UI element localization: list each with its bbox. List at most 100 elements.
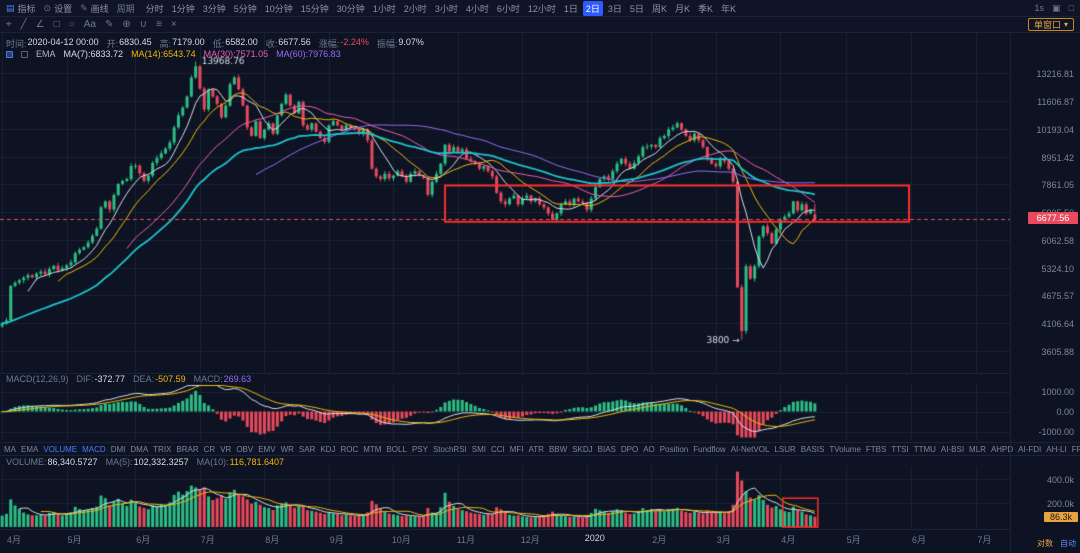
timeframe-6小时[interactable]: 6小时: [496, 3, 520, 14]
price-axis[interactable]: 6677.56 86.3k 对数 自动 13216.81 11606.87 1019…: [1010, 33, 1080, 553]
indicator-tab-PSY[interactable]: PSY: [411, 444, 428, 454]
indicator-tab-Fundflow[interactable]: Fundflow: [693, 444, 726, 454]
auto-scale-toggle[interactable]: 自动: [1060, 539, 1076, 548]
indicator-tab-BOLL[interactable]: BOLL: [386, 444, 407, 454]
timeframe-12小时[interactable]: 12小时: [527, 3, 556, 14]
time-axis[interactable]: 4月 5月 6月 7月 8月 9月 10月 11月 12月 2020 2月 3月 4月 5月 6月 7月: [0, 529, 1010, 547]
indicator-tab-CCI[interactable]: CCI: [490, 444, 505, 454]
timeframe-月K[interactable]: 月K: [674, 3, 690, 14]
indicator-tab-EMA[interactable]: EMA: [21, 444, 39, 454]
indicator-tab-AI-NetVOL[interactable]: AI-NetVOL: [730, 444, 770, 454]
indicator-tab-WR[interactable]: WR: [280, 444, 294, 454]
indicator-tab-MA[interactable]: MA: [4, 444, 16, 454]
camera-icon[interactable]: ▣: [1052, 2, 1061, 13]
indicator-tab-AH-LI[interactable]: AH-LI: [1046, 444, 1067, 454]
indicator-tab-SMI[interactable]: SMI: [471, 444, 486, 454]
macd-canvas[interactable]: [0, 383, 1010, 440]
indicator-tab-MTM[interactable]: MTM: [363, 444, 382, 454]
timeframe-15分钟[interactable]: 15分钟: [300, 3, 329, 14]
crosshair-tool-icon[interactable]: ⌖: [6, 18, 12, 30]
timeframe-4小时[interactable]: 4小时: [465, 3, 489, 14]
volume-info-bar: VOLUME: 86,340.5727 MA(5): 102,332.3257 MA…: [6, 457, 284, 467]
indicator-tab-StochRSI[interactable]: StochRSI: [432, 444, 467, 454]
indicator-tab-AHPD[interactable]: AHPD: [990, 444, 1014, 454]
indicator-tab-TRIX[interactable]: TRIX: [153, 444, 172, 454]
indicator-tab-BRAR[interactable]: BRAR: [176, 444, 199, 454]
indicator-tab-TTMU[interactable]: TTMU: [913, 444, 936, 454]
indicator-tab-MLR[interactable]: MLR: [969, 444, 986, 454]
timeframe-季K[interactable]: 季K: [697, 3, 713, 14]
indicator-tab-BBW[interactable]: BBW: [548, 444, 568, 454]
settings-button[interactable]: ⊙ 设置: [44, 2, 73, 15]
indicator-tab-MFI[interactable]: MFI: [509, 444, 524, 454]
window-mode-dropdown[interactable]: 单窗口 ▾: [1027, 18, 1074, 31]
pencil-tool-icon[interactable]: ✎: [104, 18, 114, 30]
legend-eye-icon[interactable]: [6, 50, 13, 58]
draw-button[interactable]: ✎ 画线: [80, 2, 109, 15]
timeframe-5日[interactable]: 5日: [629, 3, 644, 14]
trend-line-tool-icon[interactable]: ╱: [20, 18, 27, 30]
fullscreen-icon[interactable]: □: [1068, 3, 1074, 13]
indicator-tab-Position[interactable]: Position: [659, 444, 689, 454]
timeframe-5分钟[interactable]: 5分钟: [233, 3, 257, 14]
timeframe-1分钟[interactable]: 1分钟: [171, 3, 195, 14]
indicator-tab-CR[interactable]: CR: [203, 444, 216, 454]
indicator-tab-DPO[interactable]: DPO: [620, 444, 639, 454]
timeframe-分时[interactable]: 分时: [145, 3, 164, 14]
indicator-tab-AI-BSI[interactable]: AI-BSI: [940, 444, 965, 454]
indicator-tab-DMA[interactable]: DMA: [130, 444, 149, 454]
indicator-tab-TVolume[interactable]: TVolume: [829, 444, 861, 454]
x-axis-label: 2020: [584, 533, 605, 543]
list-tool-icon[interactable]: ≡: [156, 18, 162, 30]
legend-settings-icon[interactable]: [21, 50, 28, 58]
volume-axis-label: 400.0k: [1046, 474, 1074, 485]
indicator-tab-DMI[interactable]: DMI: [110, 444, 126, 454]
indicator-tab-BASIS[interactable]: BASIS: [800, 444, 825, 454]
timeframe-1日[interactable]: 1日: [563, 3, 578, 14]
x-axis-label: 2月: [652, 535, 667, 545]
timeframe-3小时[interactable]: 3小时: [434, 3, 458, 14]
indicator-tab-OBV[interactable]: OBV: [236, 444, 254, 454]
indicator-tab-AI-FDI[interactable]: AI-FDI: [1018, 444, 1042, 454]
x-axis-label: 11月: [456, 535, 475, 545]
scale-controls: 对数 自动: [1037, 538, 1076, 549]
indicator-tab-FR[interactable]: FR: [1071, 444, 1080, 454]
indicator-tab-LSUR[interactable]: LSUR: [774, 444, 796, 454]
delete-tool-icon[interactable]: ×: [170, 18, 177, 30]
timeframe-2日[interactable]: 2日: [582, 0, 603, 16]
volume-canvas[interactable]: [0, 466, 1010, 528]
indicator-tab-SKDJ[interactable]: SKDJ: [572, 444, 593, 454]
timeframe-30分钟[interactable]: 30分钟: [336, 3, 365, 14]
indicator-tab-VOLUME[interactable]: VOLUME: [43, 444, 78, 454]
indicator-tab-AO[interactable]: AO: [643, 444, 655, 454]
indicator-tab-MACD[interactable]: MACD: [82, 444, 106, 454]
x-axis-label: 4月: [781, 535, 796, 545]
log-scale-toggle[interactable]: 对数: [1037, 539, 1053, 548]
timeframe-年K[interactable]: 年K: [720, 3, 736, 14]
timeframe-3日[interactable]: 3日: [607, 3, 622, 14]
indicator-tab-VR[interactable]: VR: [220, 444, 232, 454]
indicator-tab-EMV[interactable]: EMV: [258, 444, 276, 454]
timeframe-2小时[interactable]: 2小时: [403, 3, 427, 14]
indicator-tab-SAR[interactable]: SAR: [298, 444, 316, 454]
indicator-tab-BIAS[interactable]: BIAS: [597, 444, 616, 454]
timeframe-10分钟[interactable]: 10分钟: [264, 3, 293, 14]
indicator-tab-FTBS[interactable]: FTBS: [865, 444, 887, 454]
rectangle-tool-icon[interactable]: □: [53, 18, 60, 30]
macd-title: MACD(12,26,9): [6, 374, 69, 384]
y-axis-label: 4675.57: [1041, 291, 1074, 302]
timeframe-1小时[interactable]: 1小时: [372, 3, 396, 14]
ellipse-tool-icon[interactable]: ○: [68, 18, 75, 30]
measure-tool-icon[interactable]: ∪: [139, 18, 148, 30]
indicator-tab-ROC[interactable]: ROC: [340, 444, 359, 454]
indicator-tab-KDJ[interactable]: KDJ: [320, 444, 336, 454]
angle-tool-icon[interactable]: ∠: [35, 18, 45, 30]
main-price-canvas[interactable]: [0, 33, 1010, 373]
indicator-tab-TTSI[interactable]: TTSI: [891, 444, 909, 454]
timeframe-3分钟[interactable]: 3分钟: [202, 3, 226, 14]
indicator-tab-ATR[interactable]: ATR: [528, 444, 544, 454]
text-tool-icon[interactable]: Aa: [83, 18, 96, 30]
indicators-button[interactable]: ▤ 指标: [6, 2, 36, 15]
fibonacci-tool-icon[interactable]: ⊕: [122, 18, 131, 30]
timeframe-周K[interactable]: 周K: [651, 3, 667, 14]
